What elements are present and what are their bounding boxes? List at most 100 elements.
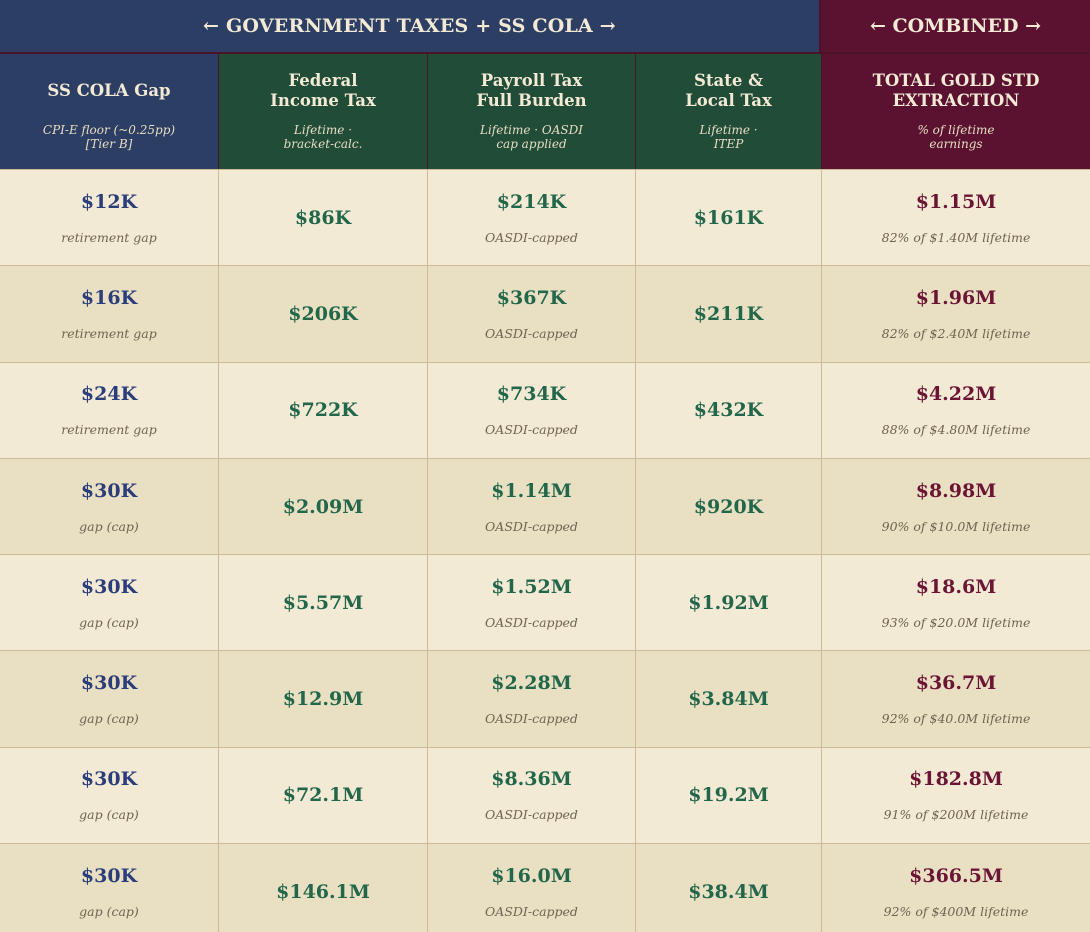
payroll-note: OASDI-capped xyxy=(485,903,578,919)
gap-note: gap (cap) xyxy=(79,807,139,823)
federal-tax-value: $12.9M xyxy=(282,688,364,711)
payroll-tax-value: $214K xyxy=(496,190,567,213)
gap-value: $30K xyxy=(80,575,138,598)
header-title: Payroll Tax Full Burden xyxy=(476,71,587,110)
table-row: $30K gap (cap) $2.09M $1.14M OASDI-capped $92… xyxy=(0,457,1090,555)
state-tax-value: $920K xyxy=(693,495,764,518)
federal-tax-value: $86K xyxy=(294,206,352,229)
header-subtitle: CPI-E floor (~0.25pp) [Tier B] xyxy=(42,123,176,151)
header-payroll-tax: Payroll Tax Full Burden Lifetime · OASDI… xyxy=(427,54,635,169)
federal-tax-value: $206K xyxy=(288,302,358,325)
cell-total-extraction: $4.22M 88% of $4.80M lifetime xyxy=(821,362,1090,458)
table-body: $12K retirement gap $86K $214K OASDI-capped $… xyxy=(0,169,1090,932)
total-value: $1.15M xyxy=(915,190,997,213)
gap-note: gap (cap) xyxy=(79,711,139,727)
cell-payroll-tax: $2.28M OASDI-capped xyxy=(427,651,635,747)
cell-total-extraction: $8.98M 90% of $10.0M lifetime xyxy=(821,458,1090,555)
cell-ss-cola-gap: $24K retirement gap xyxy=(0,363,218,458)
state-tax-value: $19.2M xyxy=(688,784,769,807)
total-value: $1.96M xyxy=(915,286,997,309)
cell-state-local-tax: $38.4M xyxy=(635,844,821,932)
cell-total-extraction: $36.7M 92% of $40.0M lifetime xyxy=(821,651,1090,747)
cell-ss-cola-gap: $30K gap (cap) xyxy=(0,459,218,554)
gap-value: $16K xyxy=(80,286,138,309)
payroll-tax-value: $734K xyxy=(496,383,567,406)
cell-ss-cola-gap: $30K gap (cap) xyxy=(0,651,218,746)
cell-payroll-tax: $214K OASDI-capped xyxy=(427,170,635,266)
header-ss-cola-gap: SS COLA Gap CPI-E floor (~0.25pp) [Tier … xyxy=(0,54,218,169)
total-value: $8.98M xyxy=(915,479,997,502)
cell-total-extraction: $1.15M 82% of $1.40M lifetime xyxy=(821,170,1090,266)
header-subtitle: Lifetime · bracket-calc. xyxy=(283,123,363,151)
federal-tax-value: $5.57M xyxy=(282,591,364,614)
state-tax-value: $1.92M xyxy=(688,591,769,614)
header-title: Federal Income Tax xyxy=(270,71,376,110)
cell-federal-income-tax: $5.57M xyxy=(218,555,427,651)
table-row: $30K gap (cap) $12.9M $2.28M OASDI-capped $3.… xyxy=(0,650,1090,747)
federal-tax-value: $146.1M xyxy=(276,880,370,903)
table-row: $12K retirement gap $86K $214K OASDI-capped $… xyxy=(0,169,1090,266)
header-federal-income-tax: Federal Income Tax Lifetime · bracket-ca… xyxy=(218,54,427,169)
gap-note: gap (cap) xyxy=(79,614,139,630)
federal-tax-value: $2.09M xyxy=(282,495,364,518)
payroll-tax-value: $8.36M xyxy=(491,768,572,791)
gap-value: $30K xyxy=(80,768,138,791)
cell-state-local-tax: $432K xyxy=(635,362,821,458)
cell-state-local-tax: $1.92M xyxy=(635,555,821,651)
total-note: 93% of $20.0M lifetime xyxy=(881,614,1031,630)
cell-federal-income-tax: $146.1M xyxy=(218,844,427,932)
cell-federal-income-tax: $72.1M xyxy=(218,747,427,844)
federal-tax-value: $722K xyxy=(288,399,358,422)
cell-ss-cola-gap: $30K gap (cap) xyxy=(0,844,218,932)
cell-ss-cola-gap: $30K gap (cap) xyxy=(0,555,218,650)
gap-note: retirement gap xyxy=(61,422,157,438)
federal-tax-value: $72.1M xyxy=(282,784,364,807)
state-tax-value: $432K xyxy=(693,399,764,422)
payroll-note: OASDI-capped xyxy=(485,807,578,823)
header-title: SS COLA Gap xyxy=(47,81,171,100)
header-title: State & Local Tax xyxy=(685,71,772,110)
cell-payroll-tax: $1.14M OASDI-capped xyxy=(427,458,635,555)
gap-note: gap (cap) xyxy=(79,518,139,534)
column-header-row: SS COLA Gap CPI-E floor (~0.25pp) [Tier … xyxy=(0,54,1090,169)
cell-payroll-tax: $16.0M OASDI-capped xyxy=(427,844,635,932)
cell-ss-cola-gap: $16K retirement gap xyxy=(0,266,218,361)
total-value: $18.6M xyxy=(915,575,997,598)
total-note: 82% of $1.40M lifetime xyxy=(881,229,1031,245)
payroll-tax-value: $1.52M xyxy=(491,575,572,598)
header-state-local-tax: State & Local Tax Lifetime · ITEP xyxy=(635,54,821,169)
gap-note: gap (cap) xyxy=(79,903,139,919)
header-subtitle: Lifetime · OASDI cap applied xyxy=(479,123,584,151)
total-note: 88% of $4.80M lifetime xyxy=(881,422,1031,438)
payroll-note: OASDI-capped xyxy=(485,518,578,534)
payroll-note: OASDI-capped xyxy=(485,229,578,245)
cell-state-local-tax: $920K xyxy=(635,458,821,555)
table-row: $16K retirement gap $206K $367K OASDI-capped… xyxy=(0,265,1090,362)
cell-federal-income-tax: $12.9M xyxy=(218,651,427,747)
payroll-tax-value: $16.0M xyxy=(491,864,572,887)
cell-ss-cola-gap: $12K retirement gap xyxy=(0,170,218,265)
state-tax-value: $211K xyxy=(693,302,764,325)
cell-federal-income-tax: $86K xyxy=(218,170,427,266)
cell-ss-cola-gap: $30K gap (cap) xyxy=(0,748,218,843)
state-tax-value: $161K xyxy=(693,206,764,229)
total-note: 91% of $200M lifetime xyxy=(883,807,1029,823)
cell-payroll-tax: $1.52M OASDI-capped xyxy=(427,555,635,651)
gap-value: $30K xyxy=(80,479,138,502)
total-value: $4.22M xyxy=(915,383,997,406)
header-total-extraction: TOTAL GOLD STD EXTRACTION % of lifetime … xyxy=(821,54,1090,169)
banner-government-taxes: ← GOVERNMENT TAXES + SS COLA → xyxy=(0,0,821,54)
gap-note: retirement gap xyxy=(61,229,157,245)
state-tax-value: $3.84M xyxy=(688,688,769,711)
gap-value: $30K xyxy=(80,864,138,887)
payroll-note: OASDI-capped xyxy=(485,711,578,727)
payroll-note: OASDI-capped xyxy=(485,422,578,438)
total-value: $36.7M xyxy=(915,672,997,695)
cell-state-local-tax: $3.84M xyxy=(635,651,821,747)
total-value: $182.8M xyxy=(909,768,1003,791)
total-note: 82% of $2.40M lifetime xyxy=(881,325,1031,341)
state-tax-value: $38.4M xyxy=(688,880,769,903)
payroll-tax-value: $2.28M xyxy=(491,672,572,695)
table-row: $24K retirement gap $722K $734K OASDI-capped… xyxy=(0,361,1090,458)
